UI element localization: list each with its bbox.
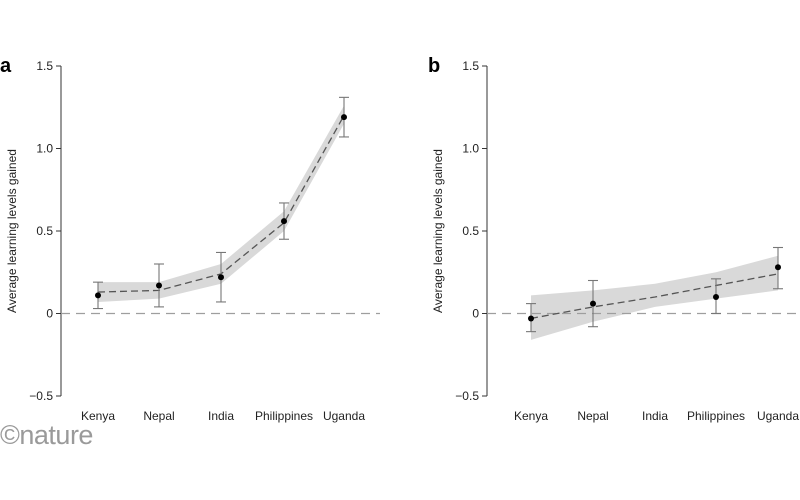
y-tick-label: 1.5 bbox=[462, 59, 479, 73]
data-point bbox=[713, 294, 719, 300]
chart-panel-a: a −0.5 0 0.5 1.0 1.5 Average learning levels g… bbox=[0, 55, 380, 423]
x-tick-label: India bbox=[642, 409, 668, 423]
x-tick-label: Philippines bbox=[687, 409, 745, 423]
data-point bbox=[281, 218, 287, 225]
y-tick-label: 0 bbox=[46, 307, 53, 321]
data-point bbox=[528, 315, 534, 322]
y-tick-label: 1.0 bbox=[36, 142, 53, 156]
chart-panel-b: b −0.5 0 0.5 1.0 1.5 Average learning levels g… bbox=[428, 55, 800, 423]
x-tick-label: Kenya bbox=[81, 409, 115, 423]
y-tick-label: 0 bbox=[472, 307, 479, 321]
y-tick-label: −0.5 bbox=[29, 389, 53, 403]
x-tick-label: Philippines bbox=[255, 409, 313, 423]
data-point bbox=[218, 274, 224, 281]
y-tick-label: −0.5 bbox=[455, 389, 479, 403]
y-axis-title: Average learning levels gained bbox=[5, 149, 19, 313]
data-point bbox=[95, 292, 101, 299]
panel-letter: a bbox=[0, 55, 12, 77]
y-axis-title: Average learning levels gained bbox=[431, 149, 445, 313]
data-point bbox=[341, 114, 347, 121]
data-point bbox=[156, 282, 162, 289]
y-tick-label: 1.5 bbox=[36, 59, 53, 73]
x-tick-label: Uganda bbox=[757, 409, 799, 423]
x-tick-label: Nepal bbox=[577, 409, 608, 423]
x-tick-label: Uganda bbox=[323, 409, 365, 423]
y-tick-label: 1.0 bbox=[462, 142, 479, 156]
data-point bbox=[775, 264, 781, 271]
x-tick-label: Kenya bbox=[514, 409, 548, 423]
nature-watermark: ©nature bbox=[0, 420, 93, 450]
y-tick-label: 0.5 bbox=[462, 224, 479, 238]
confidence-band bbox=[98, 105, 344, 302]
data-point bbox=[590, 300, 596, 307]
panel-letter: b bbox=[428, 55, 440, 77]
x-tick-label: India bbox=[208, 409, 234, 423]
y-tick-label: 0.5 bbox=[36, 224, 53, 238]
x-tick-label: Nepal bbox=[143, 409, 174, 423]
fit-line bbox=[530, 273, 779, 320]
confidence-band bbox=[531, 255, 778, 340]
